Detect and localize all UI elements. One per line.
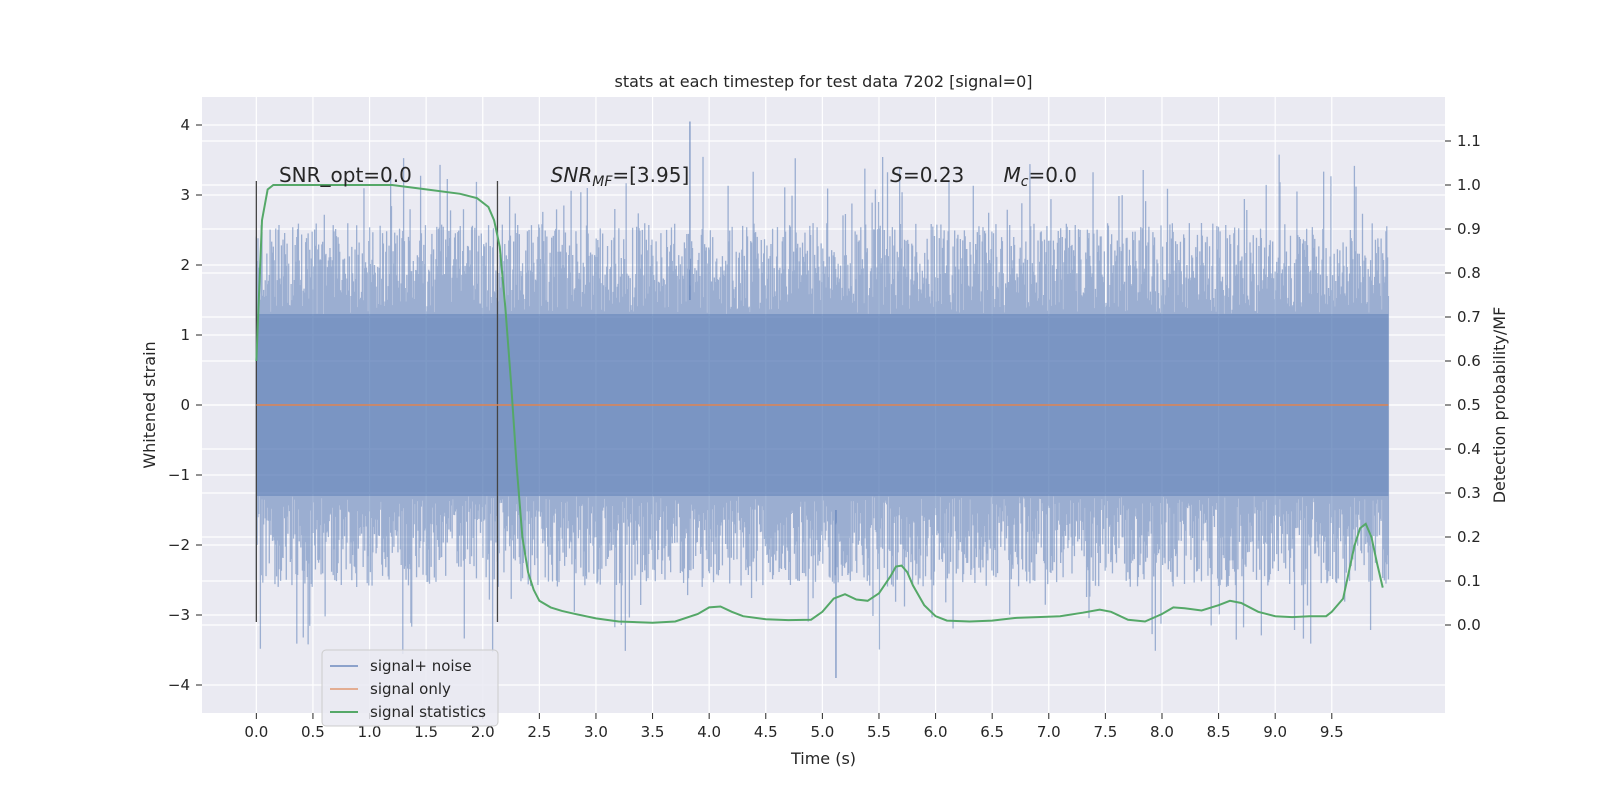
y-tick-label-left: 3: [180, 186, 190, 204]
x-tick-label: 2.0: [471, 723, 495, 741]
annotation-snr-opt: SNR_opt=0.0: [279, 163, 412, 187]
annotation-snr-mf: SNRMF=[3.95]: [551, 163, 690, 190]
y-tick-label-left: −4: [168, 676, 190, 694]
legend: signal+ noise signal only signal statist…: [321, 649, 499, 727]
legend-box: [321, 649, 499, 727]
x-tick-label: 2.5: [527, 723, 551, 741]
x-tick-label: 9.5: [1320, 723, 1344, 741]
y-tick-label-left: −2: [168, 536, 190, 554]
x-tick-label: 0.0: [244, 723, 268, 741]
x-tick-label: 8.0: [1150, 723, 1174, 741]
legend-entry-signal-noise: signal+ noise: [370, 657, 472, 675]
y-tick-label-left: 1: [180, 326, 190, 344]
y-axis-label-right: Detection probability/MF: [1490, 307, 1509, 504]
annotation-mc-value: =0.0: [1028, 163, 1077, 187]
vertical-markers: [255, 181, 499, 622]
x-axis-label: Time (s): [790, 749, 856, 768]
annotation-snr-mf-subscript: MF: [592, 174, 613, 190]
y-tick-label-left: −1: [168, 466, 190, 484]
series-signal-statistics: [255, 184, 1384, 624]
y-tick-label-left: 0: [180, 396, 190, 414]
legend-entry-signal-statistics: signal statistics: [370, 703, 486, 721]
y-tick-label-right: 0.1: [1457, 572, 1481, 590]
x-tick-label: 5.5: [867, 723, 891, 741]
y-tick-label-right: 0.5: [1457, 396, 1481, 414]
y-tick-label-right: 0.7: [1457, 308, 1481, 326]
chart-title: stats at each timestep for test data 720…: [614, 72, 1032, 91]
x-tick-label: 4.0: [697, 723, 721, 741]
annotation-s-symbol: S: [890, 163, 903, 187]
y-tick-label-right: 0.9: [1457, 220, 1481, 238]
y-tick-label-right: 0.8: [1457, 264, 1481, 282]
x-tick-label: 3.5: [641, 723, 665, 741]
x-tick-label: 9.0: [1263, 723, 1287, 741]
x-tick-label: 1.5: [414, 723, 438, 741]
y-tick-label-right: 0.4: [1457, 440, 1481, 458]
annotation-s: S=0.23: [890, 163, 964, 187]
annotation-mc-symbol: M: [1003, 163, 1020, 187]
y-tick-label-right: 0.0: [1457, 616, 1481, 634]
y-tick-label-left: 4: [180, 116, 190, 134]
x-tick-label: 0.5: [301, 723, 325, 741]
x-tick-label: 7.5: [1093, 723, 1117, 741]
legend-entry-signal-only: signal only: [370, 680, 451, 698]
annotation-snr-mf-symbol: SNR: [551, 163, 593, 187]
annotation-s-value: =0.23: [903, 163, 964, 187]
y-tick-label-left: −3: [168, 606, 190, 624]
x-tick-label: 6.5: [980, 723, 1004, 741]
y-tick-label-left: 2: [180, 256, 190, 274]
x-tick-label: 4.5: [754, 723, 778, 741]
x-tick-label: 6.0: [924, 723, 948, 741]
x-tick-label: 7.0: [1037, 723, 1061, 741]
ticks: 0.0 0.5 1.0 1.5 2.0 2.5 3.0 3.5 4.0 4.5 5.0 5.5 6.0 6…: [168, 116, 1481, 741]
x-tick-label: 3.0: [584, 723, 608, 741]
x-tick-label: 5.0: [810, 723, 834, 741]
y-tick-label-right: 0.3: [1457, 484, 1481, 502]
signal-statistics-line: [255, 184, 1384, 624]
y-tick-label-right: 1.0: [1457, 176, 1481, 194]
y-tick-label-right: 1.1: [1457, 132, 1481, 150]
y-tick-label-right: 0.2: [1457, 528, 1481, 546]
y-tick-label-right: 0.6: [1457, 352, 1481, 370]
y-axis-label-left: Whitened strain: [140, 341, 159, 468]
annotation-mc-subscript: c: [1021, 174, 1029, 190]
x-tick-label: 8.5: [1207, 723, 1231, 741]
annotation-mc: Mc=0.0: [1003, 163, 1077, 190]
annotation-snr-mf-value: =[3.95]: [612, 163, 689, 187]
x-tick-label: 1.0: [358, 723, 382, 741]
